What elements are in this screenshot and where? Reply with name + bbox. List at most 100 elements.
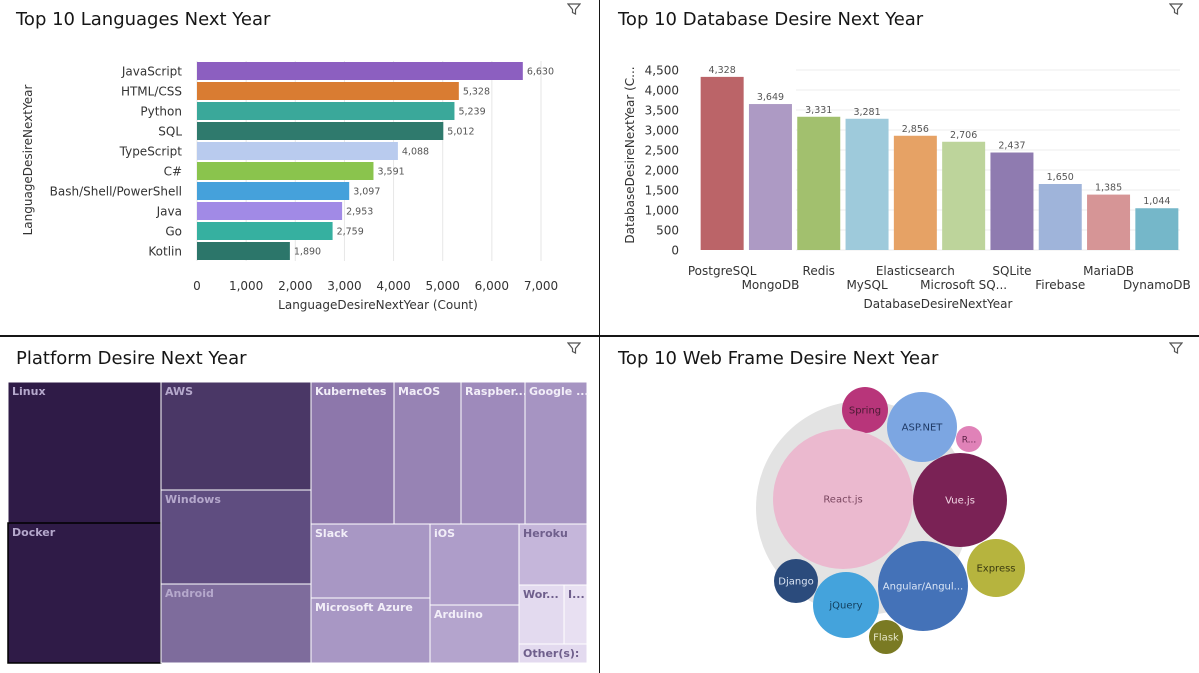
y-tick-label: 2,000 <box>645 164 679 178</box>
data-label: 1,044 <box>1143 196 1170 207</box>
y-tick-label: 500 <box>656 224 679 238</box>
y-axis-label: DatabaseDesireNextYear (C... <box>623 66 637 243</box>
category-label: SQL <box>158 125 182 139</box>
x-tick-label: 2,000 <box>278 279 312 293</box>
bubble <box>878 541 968 631</box>
y-tick-label: 1,000 <box>645 204 679 218</box>
treemap-label: Windows <box>165 493 221 506</box>
treemap-tile <box>460 381 526 525</box>
bar <box>197 82 459 100</box>
category-label: JavaScript <box>121 65 182 79</box>
y-tick-label: 4,000 <box>645 84 679 98</box>
category-label: Kotlin <box>148 245 182 259</box>
treemap-label: Microsoft Azure <box>315 601 413 614</box>
bubble-label: Django <box>778 577 813 588</box>
x-tick-label: 5,000 <box>426 279 460 293</box>
x-tick-label: 3,000 <box>327 279 361 293</box>
data-label: 6,630 <box>527 67 554 78</box>
bubble <box>869 620 903 654</box>
category-label: SQLite <box>992 264 1031 278</box>
treemap-label: Wor... <box>523 588 559 601</box>
treemap-label: I... <box>568 588 585 601</box>
category-label: Microsoft SQ... <box>920 278 1007 292</box>
data-label: 4,328 <box>709 65 736 76</box>
data-label: 3,591 <box>377 167 404 178</box>
data-label: 5,328 <box>463 87 490 98</box>
data-label: 3,281 <box>853 107 880 118</box>
databases-panel: Top 10 Database Desire Next Year 4,500 4,… <box>600 0 1199 335</box>
category-label: MariaDB <box>1083 264 1134 278</box>
treemap-tile <box>524 381 588 525</box>
bubble-label: Flask <box>873 633 899 644</box>
category-label: MySQL <box>846 278 888 292</box>
y-tick-label: 1,500 <box>645 184 679 198</box>
treemap-label: Other(s): <box>523 647 579 660</box>
x-tick-label: 6,000 <box>475 279 509 293</box>
bar <box>797 116 841 250</box>
treemap-label: Google ... <box>529 385 589 398</box>
x-axis-label: LanguageDesireNextYear (Count) <box>278 298 478 312</box>
bubble-label: Spring <box>849 406 881 417</box>
x-tick-label: 4,000 <box>376 279 410 293</box>
filter-icon[interactable] <box>1169 2 1183 16</box>
category-label: PostgreSQL <box>688 264 757 278</box>
category-label: MongoDB <box>742 278 800 292</box>
webframes-panel: Top 10 Web Frame Desire Next Year Spring… <box>600 337 1199 673</box>
data-label: 1,650 <box>1047 172 1074 183</box>
data-label: 5,012 <box>447 127 474 138</box>
filter-icon[interactable] <box>567 341 581 355</box>
treemap-tile <box>310 381 395 525</box>
category-label: Python <box>140 105 182 119</box>
treemap-label: MacOS <box>398 385 440 398</box>
bar <box>1038 184 1082 250</box>
x-axis-label: DatabaseDesireNextYear <box>864 297 1013 311</box>
category-label: Firebase <box>1035 278 1085 292</box>
bar <box>700 76 744 250</box>
y-tick-label: 0 <box>671 244 679 258</box>
treemap-tile <box>518 523 588 586</box>
treemap-tile <box>160 489 312 585</box>
bar <box>748 104 792 250</box>
treemap-label: Slack <box>315 527 349 540</box>
filter-icon[interactable] <box>1169 341 1183 355</box>
bar <box>197 122 444 140</box>
bubble-label: React.js <box>823 495 862 506</box>
category-label: C# <box>164 165 182 179</box>
x-tick-label: 1,000 <box>229 279 263 293</box>
horizontal-divider <box>0 335 1199 337</box>
bar <box>893 135 937 250</box>
data-label: 1,890 <box>294 247 321 258</box>
y-tick-label: 3,500 <box>645 104 679 118</box>
bar <box>197 142 398 160</box>
bubble <box>913 453 1007 547</box>
bubble <box>842 387 888 433</box>
bubble <box>967 539 1025 597</box>
treemap-tile <box>160 583 312 664</box>
x-tick-label: 7,000 <box>524 279 558 293</box>
treemap-tile <box>429 523 520 606</box>
webframes-bubble-chart: Spring ASP.NET R... React.js Vue.js Express Dj… <box>756 387 1025 654</box>
treemap-tile <box>7 381 162 524</box>
bubble <box>774 559 818 603</box>
bar <box>197 242 290 260</box>
bar <box>1087 194 1131 250</box>
y-tick-label: 3,000 <box>645 124 679 138</box>
data-label: 4,088 <box>402 147 429 158</box>
databases-chart: 4,500 4,000 3,500 3,000 2,500 2,000 1,500 1,000… <box>623 64 1191 312</box>
treemap-label: AWS <box>165 385 193 398</box>
y-axis-label: LanguageDesireNextYear <box>21 85 35 236</box>
bubble-label: Express <box>976 564 1015 575</box>
treemap-tile <box>518 584 565 645</box>
treemap-tile <box>518 643 588 664</box>
y-tick-label: 4,500 <box>645 64 679 78</box>
treemap-label: Arduino <box>434 608 483 621</box>
bubble <box>887 392 957 462</box>
bubble-label: Vue.js <box>945 496 975 507</box>
data-label: 3,649 <box>757 92 784 103</box>
filter-icon[interactable] <box>567 2 581 16</box>
databases-title: Top 10 Database Desire Next Year <box>618 9 924 30</box>
webframes-title: Top 10 Web Frame Desire Next Year <box>618 348 939 369</box>
languages-title: Top 10 Languages Next Year <box>16 9 271 30</box>
bar <box>197 222 333 240</box>
bar <box>197 102 455 120</box>
